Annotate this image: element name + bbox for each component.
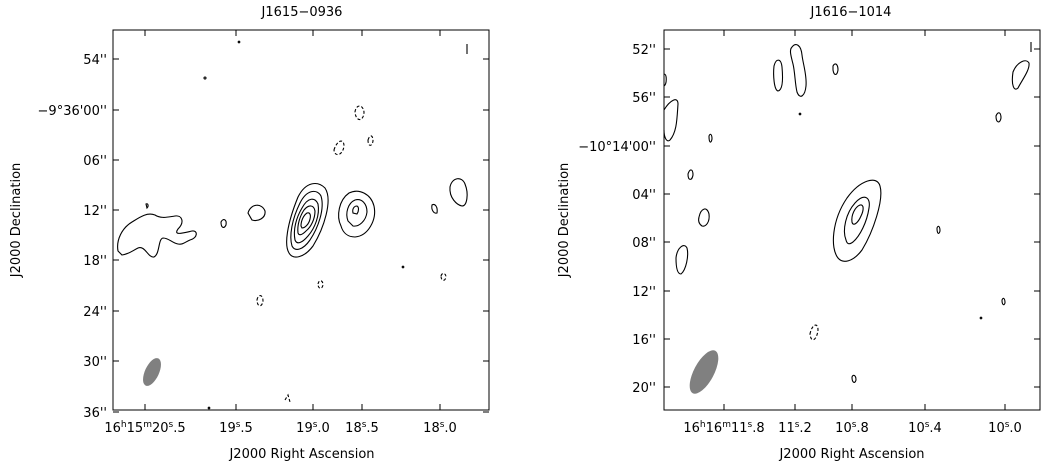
panel-left-xlabel: J2000 Right Ascension: [228, 447, 374, 462]
y-tick-label: 06'': [83, 154, 107, 169]
panel-left: J1615−0936 54'' −9°36'00'' 06'' 12'' 18'' 24'…: [9, 5, 490, 462]
contour-second-2: [346, 199, 368, 227]
y-tick-label: 30'': [83, 355, 107, 370]
y-tick-label: 56'': [632, 91, 656, 106]
contour-r-small-a: [936, 225, 941, 234]
contour-small-b: [220, 219, 227, 228]
contour-main-5: [300, 212, 311, 229]
x-tick-label: 18s.5: [345, 420, 379, 436]
panel-right-xlabel: J2000 Right Ascension: [778, 447, 924, 462]
contour-neg-4: [256, 295, 264, 307]
x-tick-label: 11s.2: [778, 420, 812, 436]
y-tick-label: 52'': [632, 43, 656, 58]
speck: [207, 406, 211, 410]
contour-r-small-b: [1001, 297, 1006, 306]
x-tick-label: 10s.8: [835, 420, 869, 436]
x-tick-label: 16h16m11s.8: [683, 420, 764, 436]
x-tick-label: 16h15m20s.5: [104, 420, 185, 436]
contour-r-left-1: [663, 99, 679, 142]
contour-r-top-3: [832, 63, 839, 76]
speck: [798, 112, 802, 116]
x-tick-label: 19s.0: [296, 420, 330, 436]
contour-r-small-c: [851, 374, 857, 383]
y-tick-label: −10°14'00'': [578, 140, 656, 155]
contour-r-left-2: [663, 73, 667, 87]
y-tick-label: −9°36'00'': [38, 104, 107, 119]
y-tick-label: 18'': [83, 254, 107, 269]
y-tick-label: 08'': [632, 236, 656, 251]
contour-main-1: [286, 183, 329, 258]
y-tick-label: 12'': [83, 204, 107, 219]
contour-neg-3: [367, 135, 374, 146]
contour-small-d: [431, 203, 438, 214]
beam-ellipse-right: [689, 350, 719, 394]
contour-small-c: [449, 178, 468, 207]
contour-small-a: [247, 204, 266, 222]
panel-right: J1616−1014 52'' 56'' −10°14'00'' 04'' 08'' 12…: [557, 5, 1041, 462]
contour-r-main-2: [843, 196, 870, 245]
x-tick-label: 10s.0: [988, 420, 1022, 436]
panel-right-title: J1616−1014: [810, 5, 892, 20]
contour-r-top-4: [1011, 60, 1030, 90]
speck: [401, 265, 405, 269]
y-tick-label: 36'': [83, 406, 107, 421]
contour-neg-1: [354, 105, 365, 121]
contour-neg-2: [333, 140, 345, 156]
contour-r-neg-1: [809, 324, 819, 341]
contour-main-4: [297, 205, 316, 236]
contour-r-top-5: [995, 112, 1002, 123]
y-tick-label: 16'': [632, 333, 656, 348]
contour-r-left-3: [675, 245, 689, 275]
contour-main-3: [293, 198, 319, 244]
contour-neg-5: [317, 280, 324, 289]
beam-ellipse-left: [143, 358, 161, 386]
panel-left-ylabel: J2000 Declination: [9, 163, 24, 279]
contour-second-1: [338, 190, 376, 238]
panel-left-title: J1615−0936: [261, 5, 343, 20]
contour-r-left-6: [708, 133, 713, 143]
contour-small-e: [145, 203, 149, 210]
contour-r-top-2: [773, 59, 784, 92]
y-tick-label: 24'': [83, 305, 107, 320]
speck: [237, 40, 241, 44]
x-tick-label: 19s.5: [219, 420, 253, 436]
speck: [203, 76, 207, 80]
contour-r-left-4: [698, 208, 710, 227]
contour-r-main-1: [832, 179, 882, 262]
contour-r-top-1: [789, 44, 807, 97]
speck: [979, 316, 983, 320]
panel-right-ylabel: J2000 Declination: [557, 163, 572, 279]
panel-right-contours: [663, 42, 1032, 383]
contour-second-3: [352, 205, 360, 215]
y-tick-label: 12'': [632, 285, 656, 300]
panel-left-contours: [117, 40, 468, 410]
x-tick-label: 18s.0: [423, 420, 457, 436]
y-tick-label: 20'': [632, 381, 656, 396]
y-tick-label: 54'': [83, 53, 107, 68]
y-tick-label: 04'': [632, 188, 656, 203]
panel-left-frame: [112, 29, 490, 411]
contour-main-2: [290, 190, 323, 250]
contour-extended: [117, 213, 197, 258]
contour-neg-6: [440, 272, 447, 281]
contour-r-main-3: [851, 204, 864, 225]
contour-neg-7: [284, 393, 291, 403]
x-tick-label: 10s.4: [908, 420, 942, 436]
contour-r-left-5: [687, 169, 694, 180]
